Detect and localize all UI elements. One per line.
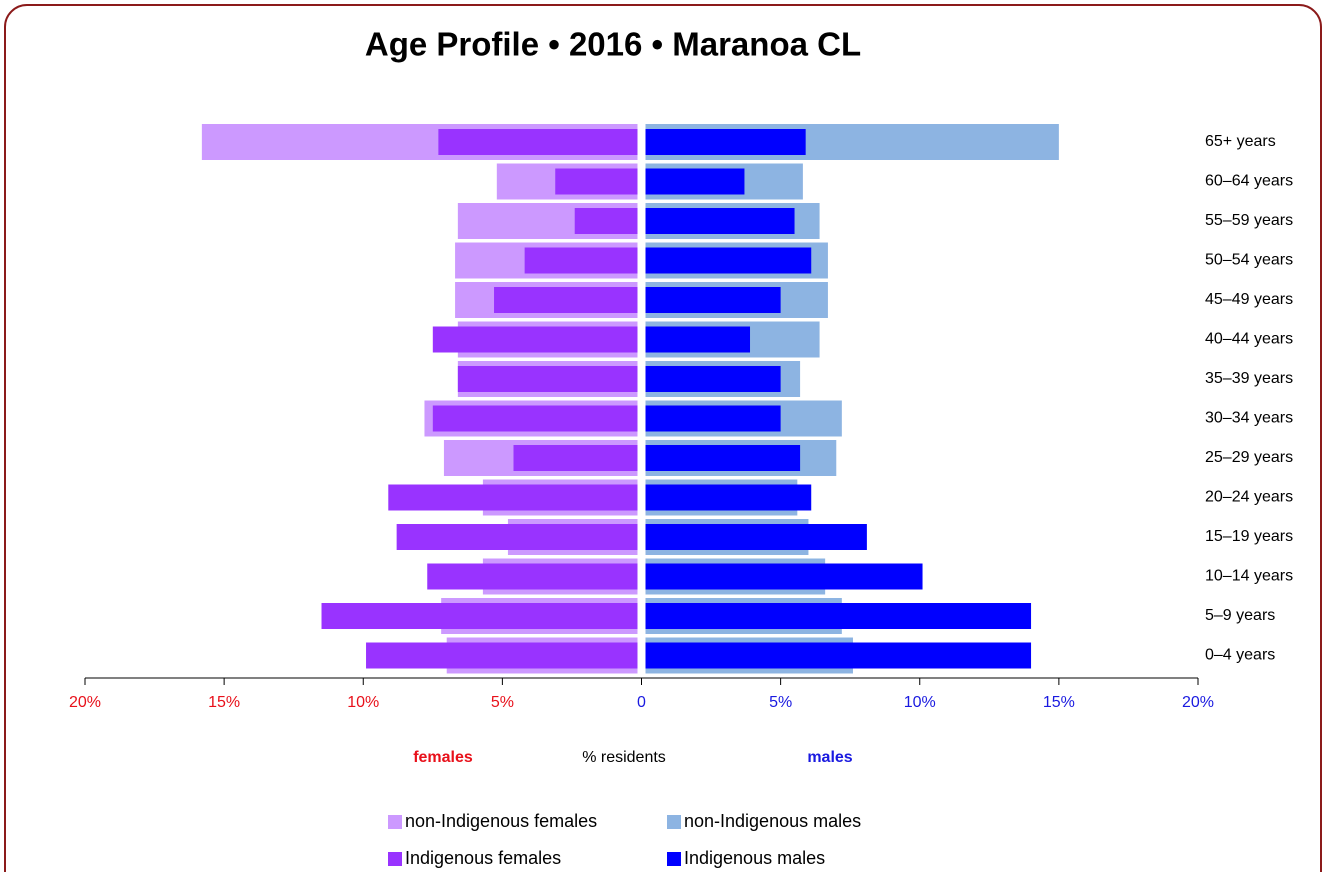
- category-label: 60–64 years: [1205, 173, 1293, 190]
- bar: [645, 484, 812, 511]
- legend-label: Indigenous females: [405, 848, 561, 868]
- bar: [574, 208, 638, 234]
- legend-swatch: [667, 852, 681, 866]
- category-label: 5–9 years: [1205, 607, 1275, 624]
- x-tick-label: 10%: [347, 694, 379, 711]
- bar: [645, 129, 806, 155]
- chart-title: Age Profile • 2016 • Maranoa CL: [365, 26, 861, 63]
- category-label: 50–54 years: [1205, 252, 1293, 269]
- category-label: 65+ years: [1205, 133, 1276, 150]
- bar: [432, 405, 638, 432]
- bar: [396, 524, 638, 550]
- bar: [366, 642, 638, 669]
- bar: [645, 326, 751, 353]
- category-label: 15–19 years: [1205, 528, 1293, 545]
- bar: [524, 247, 638, 274]
- legend-label: non-Indigenous females: [405, 811, 597, 831]
- x-tick-label: 15%: [208, 694, 240, 711]
- right-label: males: [807, 749, 852, 766]
- category-label: 20–24 years: [1205, 489, 1293, 506]
- bar: [432, 326, 638, 353]
- bar: [645, 445, 801, 471]
- x-tick-label: 0: [637, 694, 646, 711]
- bar: [645, 168, 745, 195]
- bar: [645, 208, 795, 234]
- bar: [645, 642, 1032, 669]
- left-label: females: [413, 749, 473, 766]
- x-tick-label: 20%: [69, 694, 101, 711]
- legend-swatch: [388, 815, 402, 829]
- x-tick-label: 10%: [904, 694, 936, 711]
- x-tick-label: 5%: [491, 694, 514, 711]
- legend-swatch: [667, 815, 681, 829]
- bar: [555, 168, 638, 195]
- x-tick-label: 20%: [1182, 694, 1214, 711]
- bar: [494, 287, 638, 313]
- category-label: 10–14 years: [1205, 568, 1293, 585]
- x-tick-label: 5%: [769, 694, 792, 711]
- bar: [438, 129, 638, 155]
- category-label: 25–29 years: [1205, 449, 1293, 466]
- bar: [321, 603, 638, 629]
- category-label: 35–39 years: [1205, 370, 1293, 387]
- legend-label: Indigenous males: [684, 848, 825, 868]
- legend-swatch: [388, 852, 402, 866]
- x-axis-label: % residents: [582, 749, 666, 766]
- bar: [645, 563, 923, 590]
- category-label: 0–4 years: [1205, 647, 1275, 664]
- bar: [645, 524, 867, 550]
- category-label: 55–59 years: [1205, 212, 1293, 229]
- bar: [645, 247, 812, 274]
- category-label: 40–44 years: [1205, 331, 1293, 348]
- bar: [388, 484, 638, 511]
- category-label: 45–49 years: [1205, 291, 1293, 308]
- bar: [645, 366, 781, 392]
- bar: [457, 366, 638, 392]
- bar: [645, 287, 781, 313]
- category-label: 30–34 years: [1205, 410, 1293, 427]
- legend-label: non-Indigenous males: [684, 811, 861, 831]
- bar: [645, 405, 781, 432]
- bar: [513, 445, 638, 471]
- bar: [427, 563, 638, 590]
- bar: [645, 603, 1032, 629]
- x-tick-label: 15%: [1043, 694, 1075, 711]
